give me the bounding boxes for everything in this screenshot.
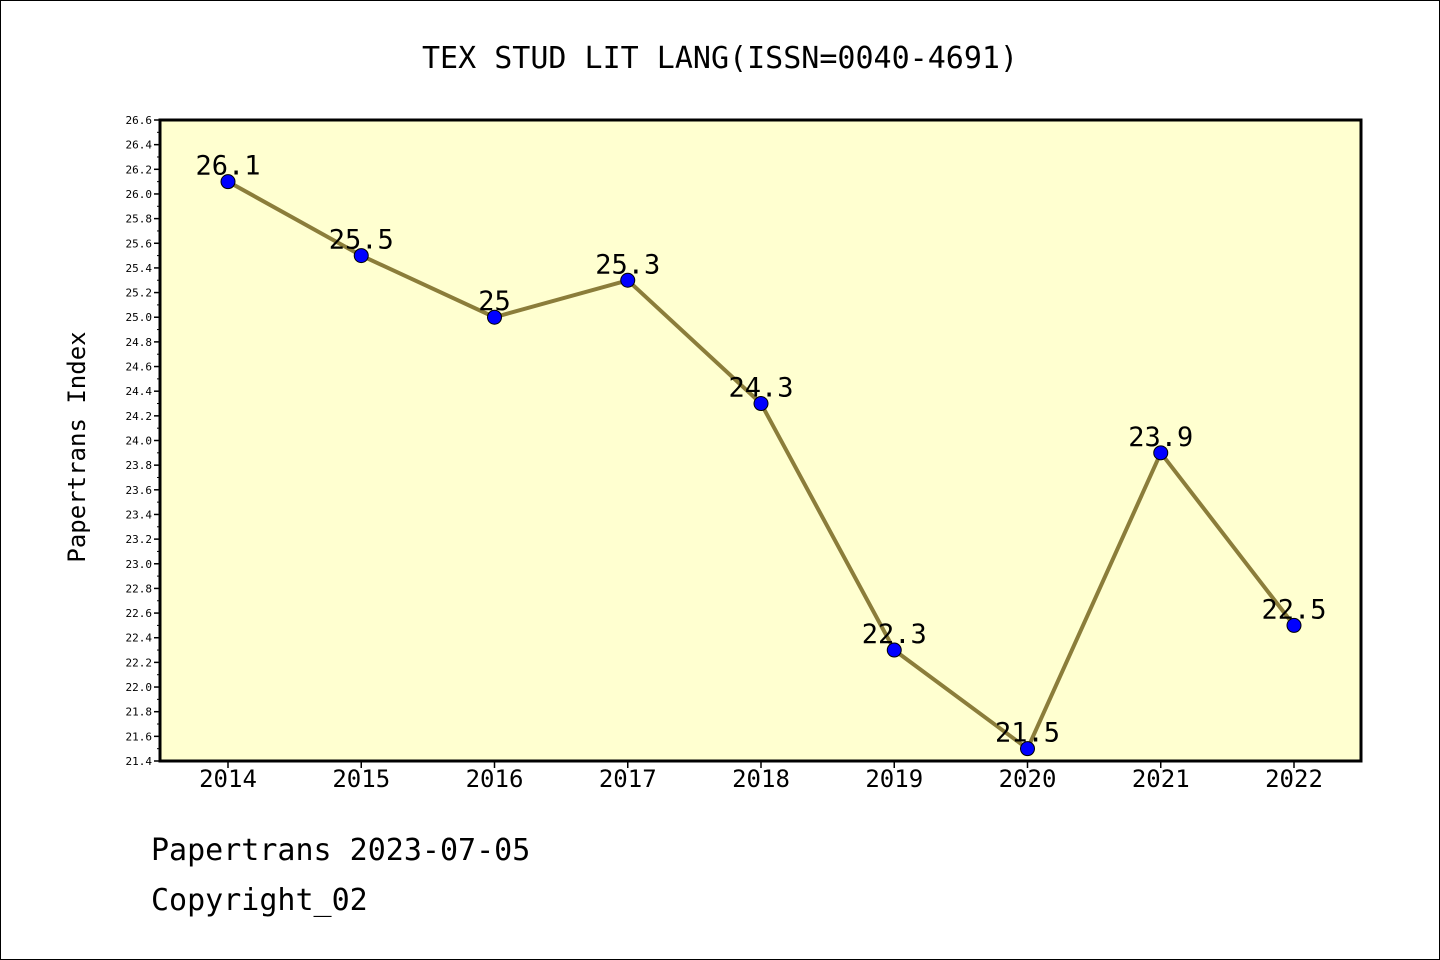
data-point-marker — [620, 272, 636, 288]
x-tick-label: 2017 — [599, 765, 657, 793]
y-tick-label: 25.8 — [126, 213, 153, 226]
data-point-marker — [886, 642, 902, 658]
y-tick-label: 22.6 — [126, 607, 153, 620]
data-point-marker — [220, 174, 236, 190]
y-tick-label: 22.8 — [126, 582, 153, 595]
y-tick-label: 26.0 — [126, 188, 153, 201]
data-point-label: 25.3 — [595, 249, 660, 280]
data-point-label: 24.3 — [728, 373, 793, 404]
x-tick-label: 2022 — [1265, 765, 1323, 793]
y-tick-label: 24.0 — [126, 435, 153, 448]
data-point-marker — [753, 396, 769, 412]
y-tick-label: 26.2 — [126, 163, 153, 176]
data-point-marker — [1286, 617, 1302, 633]
data-point-marker — [1020, 741, 1035, 757]
x-tick-label: 2016 — [466, 765, 524, 793]
x-tick-label: 2018 — [732, 765, 790, 793]
y-tick-label: 22.0 — [126, 681, 153, 694]
plot-area — [158, 118, 1363, 763]
data-point-marker — [487, 309, 502, 325]
data-point-label: 25.5 — [329, 225, 394, 256]
x-tick-label: 2014 — [199, 765, 257, 793]
y-tick-label: 23.6 — [126, 484, 153, 497]
y-tick-label: 23.0 — [126, 558, 153, 571]
y-tick-label: 22.4 — [126, 632, 153, 645]
x-tick-label: 2019 — [865, 765, 923, 793]
chart-title: TEX STUD LIT LANG(ISSN=0040-4691) — [422, 41, 1018, 76]
y-tick-label: 23.8 — [126, 459, 153, 472]
y-tick-label: 24.8 — [126, 336, 153, 349]
x-tick-label: 2020 — [999, 765, 1057, 793]
y-tick-label: 23.4 — [126, 508, 153, 521]
y-tick-label: 21.4 — [126, 755, 153, 768]
data-point-label: 26.1 — [195, 151, 260, 182]
y-tick-label: 21.8 — [126, 706, 153, 719]
data-point-label: 22.3 — [862, 619, 927, 650]
y-tick-label: 25.4 — [126, 262, 153, 275]
y-tick-label: 23.2 — [126, 533, 153, 546]
data-labels: 26.1 25.5 25 25.3 24.3 22.3 21.5 23.9 22.5 — [195, 151, 1326, 749]
data-point-label: 22.5 — [1261, 594, 1326, 625]
y-tick-label: 25.2 — [126, 287, 153, 300]
x-tick-label: 2021 — [1132, 765, 1190, 793]
y-tick-label: 22.2 — [126, 656, 153, 669]
y-tick-label: 24.6 — [126, 361, 153, 374]
footer-copyright: Copyright_02 — [151, 883, 368, 918]
data-point-label: 21.5 — [995, 718, 1060, 749]
y-tick-label: 26.4 — [126, 139, 153, 152]
data-point-marker — [353, 248, 369, 264]
data-point-marker — [1153, 445, 1169, 461]
data-point-label: 25 — [478, 286, 511, 317]
y-tick-label: 21.6 — [126, 730, 153, 743]
y-tick-label: 26.6 — [126, 114, 153, 127]
footer-date: Papertrans 2023-07-05 — [151, 833, 531, 868]
x-tick-label: 2015 — [332, 765, 390, 793]
x-axis-ticks: 2014 2015 2016 2017 2018 2019 2020 2021 2022 — [199, 761, 1323, 793]
y-tick-label: 25.0 — [126, 311, 153, 324]
y-axis-ticks: 21.4 21.6 21.8 22.0 22.2 22.4 22.6 22.8 23.0 23.2… — [126, 114, 160, 768]
y-axis-label: Papertrans Index — [63, 331, 91, 562]
y-tick-label: 24.4 — [126, 385, 153, 398]
y-tick-label: 24.2 — [126, 410, 153, 423]
data-points — [220, 174, 1302, 757]
y-tick-label: 25.6 — [126, 237, 153, 250]
data-point-label: 23.9 — [1128, 422, 1193, 453]
